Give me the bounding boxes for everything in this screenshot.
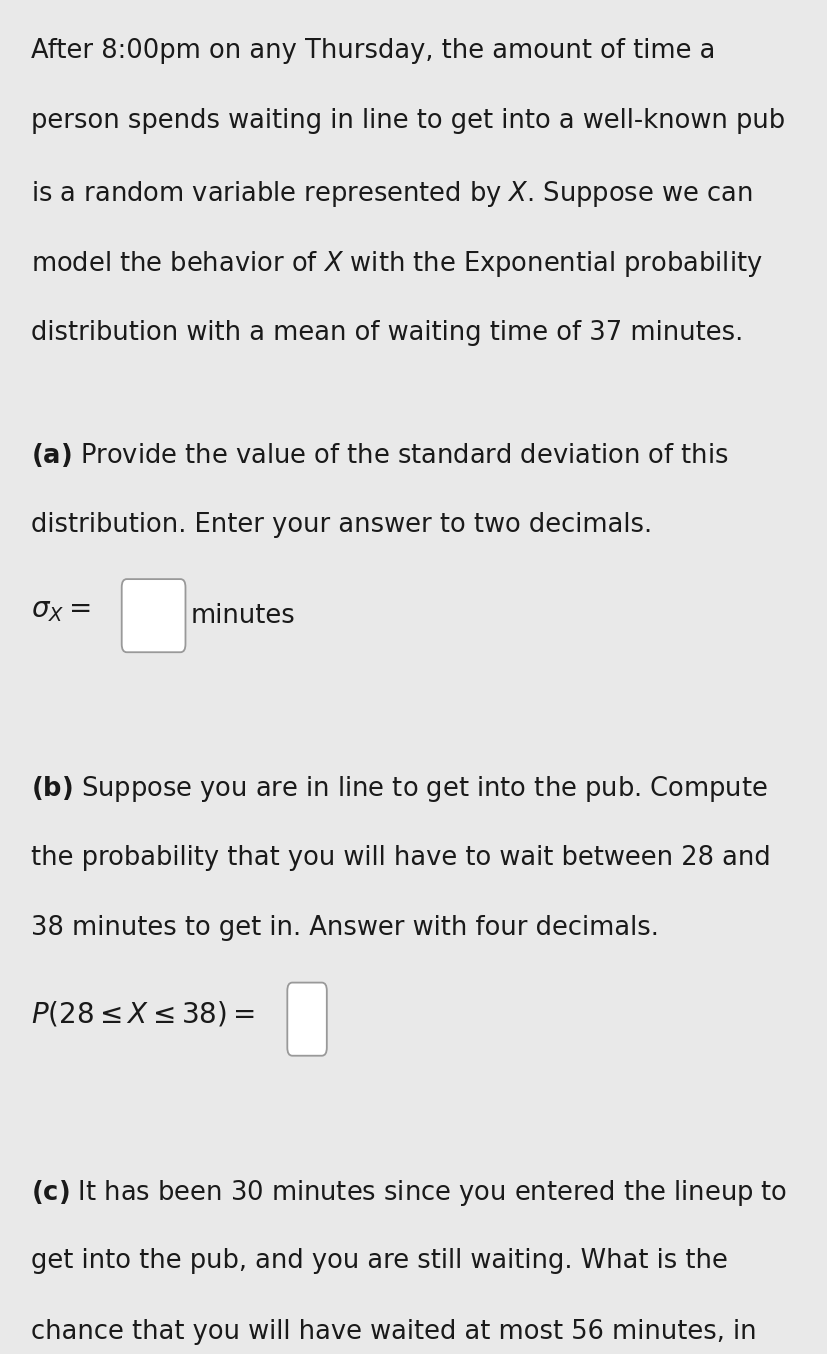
FancyBboxPatch shape — [122, 580, 185, 653]
Text: $P(28 \leq X \leq 38) =$: $P(28 \leq X \leq 38) =$ — [31, 999, 255, 1028]
Text: chance that you will have waited at most 56 minutes, in: chance that you will have waited at most… — [31, 1319, 756, 1345]
Text: person spends waiting in line to get into a well-known pub: person spends waiting in line to get int… — [31, 108, 785, 134]
Text: model the behavior of $X$ with the Exponential probability: model the behavior of $X$ with the Expon… — [31, 249, 762, 279]
Text: distribution. Enter your answer to two decimals.: distribution. Enter your answer to two d… — [31, 512, 652, 538]
FancyBboxPatch shape — [287, 983, 327, 1056]
Text: distribution with a mean of waiting time of 37 minutes.: distribution with a mean of waiting time… — [31, 320, 743, 345]
Text: is a random variable represented by $X$. Suppose we can: is a random variable represented by $X$.… — [31, 179, 753, 209]
Text: $\mathbf{(c)}$ It has been 30 minutes since you entered the lineup to: $\mathbf{(c)}$ It has been 30 minutes si… — [31, 1178, 786, 1208]
Text: $\mathbf{(a)}$ Provide the value of the standard deviation of this: $\mathbf{(a)}$ Provide the value of the … — [31, 441, 729, 470]
Text: minutes: minutes — [190, 603, 295, 628]
Text: After 8:00pm on any Thursday, the amount of time a: After 8:00pm on any Thursday, the amount… — [31, 38, 715, 64]
Text: $\sigma_X =$: $\sigma_X =$ — [31, 596, 91, 624]
Text: $\mathbf{(b)}$ Suppose you are in line to get into the pub. Compute: $\mathbf{(b)}$ Suppose you are in line t… — [31, 774, 767, 804]
Text: get into the pub, and you are still waiting. What is the: get into the pub, and you are still wait… — [31, 1248, 728, 1274]
Text: 38 minutes to get in. Answer with four decimals.: 38 minutes to get in. Answer with four d… — [31, 915, 658, 941]
Text: the probability that you will have to wait between 28 and: the probability that you will have to wa… — [31, 845, 770, 871]
